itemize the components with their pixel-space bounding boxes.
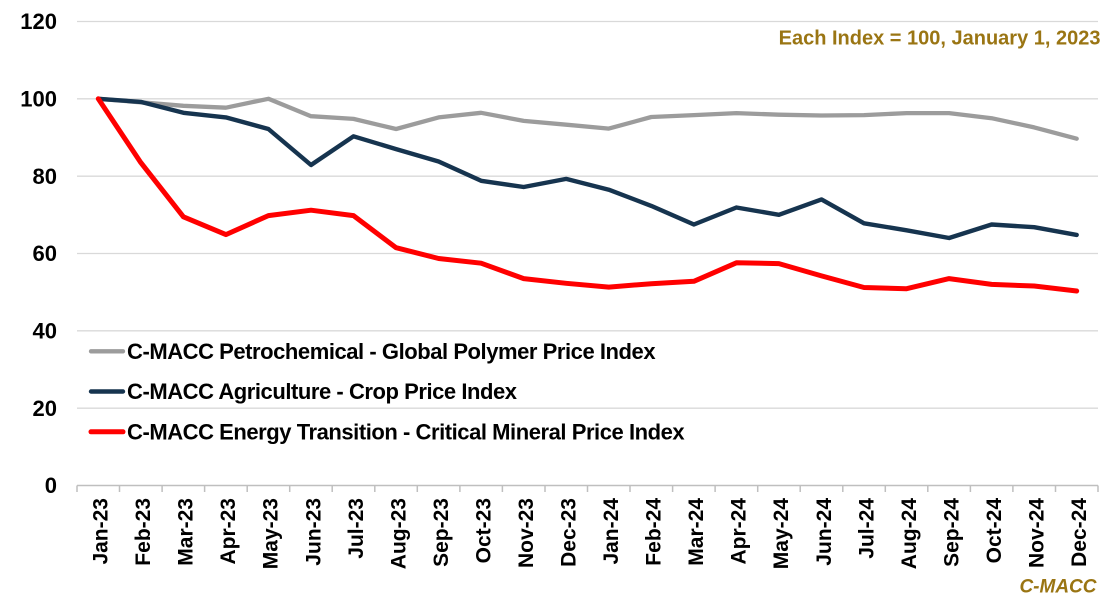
svg-text:Sep-23: Sep-23 [430,498,453,567]
svg-text:C-MACC Agriculture - Crop Pric: C-MACC Agriculture - Crop Price Index [127,379,518,404]
svg-text:Sep-24: Sep-24 [940,498,963,567]
svg-text:40: 40 [33,319,57,344]
svg-text:80: 80 [33,164,57,189]
svg-text:Aug-24: Aug-24 [898,498,921,569]
svg-text:Jun-24: Jun-24 [813,498,836,566]
svg-text:Each Index = 100, January 1, 2: Each Index = 100, January 1, 2023 [779,28,1101,50]
svg-text:Oct-24: Oct-24 [983,498,1006,564]
svg-text:Oct-23: Oct-23 [472,498,495,563]
svg-text:60: 60 [33,241,57,266]
svg-text:Aug-23: Aug-23 [387,498,410,569]
svg-text:Feb-24: Feb-24 [643,498,666,566]
svg-text:Jul-23: Jul-23 [345,498,368,559]
svg-text:Jul-24: Jul-24 [855,498,878,559]
svg-text:Nov-24: Nov-24 [1026,498,1049,568]
svg-text:Mar-23: Mar-23 [175,498,198,566]
svg-text:Apr-24: Apr-24 [728,498,751,565]
svg-text:Feb-23: Feb-23 [132,498,155,566]
svg-text:Dec-23: Dec-23 [558,498,581,567]
svg-text:C-MACC: C-MACC [1019,577,1096,598]
svg-text:C-MACC Energy Transition - Cri: C-MACC Energy Transition - Critical Mine… [127,420,685,445]
svg-text:0: 0 [45,473,57,498]
svg-text:Nov-23: Nov-23 [515,498,538,568]
svg-text:C-MACC Petrochemical - Global: C-MACC Petrochemical - Global Polymer Pr… [127,339,656,364]
svg-text:Jan-23: Jan-23 [90,498,113,565]
svg-text:20: 20 [33,396,57,421]
svg-text:120: 120 [20,9,57,34]
svg-text:Jun-23: Jun-23 [302,498,325,566]
svg-text:Mar-24: Mar-24 [685,498,708,566]
svg-text:Jan-24: Jan-24 [600,498,623,565]
svg-text:Apr-23: Apr-23 [217,498,240,565]
svg-text:Dec-24: Dec-24 [1068,498,1091,567]
svg-text:100: 100 [20,87,57,112]
svg-text:May-24: May-24 [770,498,793,570]
svg-text:May-23: May-23 [260,498,283,569]
